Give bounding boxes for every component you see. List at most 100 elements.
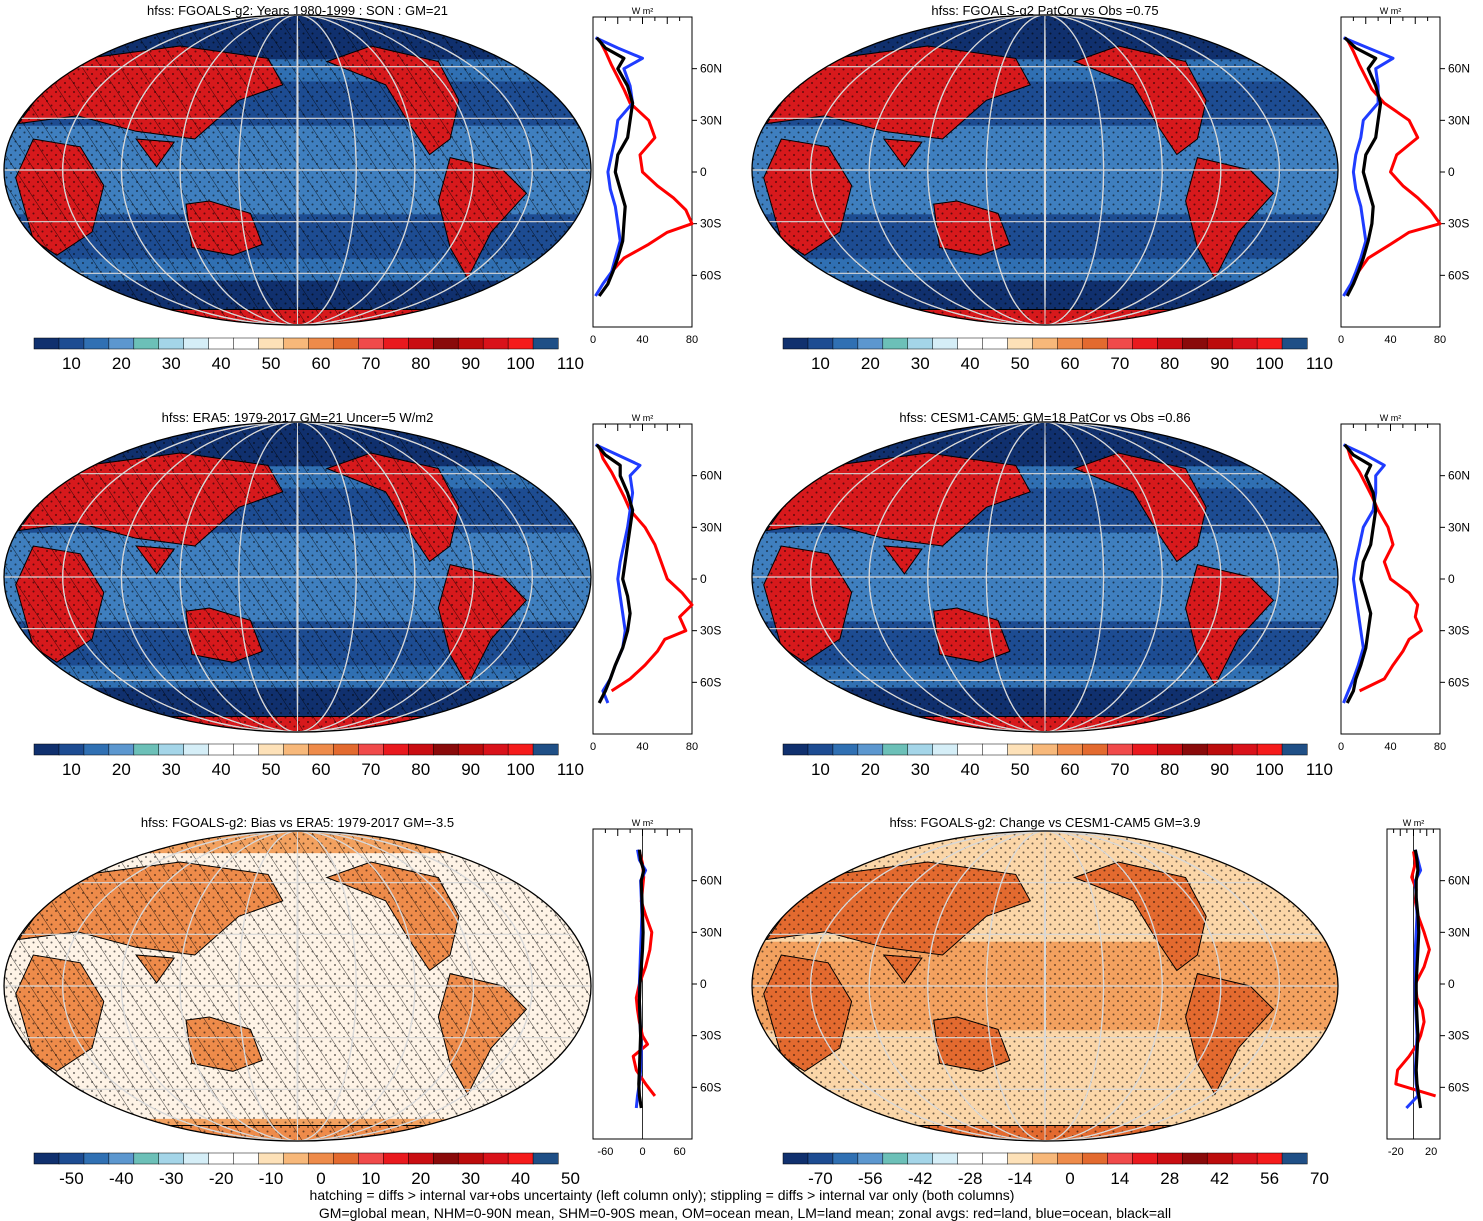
colorbar-label: 10: [361, 1169, 380, 1188]
colorbar-swatch: [882, 1152, 909, 1165]
zonal-x-label: 0: [639, 1146, 645, 1158]
colorbar-swatch: [907, 743, 934, 756]
meridian: [1043, 830, 1047, 1142]
colorbar-swatch: [907, 337, 934, 350]
colorbar-label: 50: [561, 1169, 580, 1188]
map-outline: [3, 421, 592, 733]
map-outline: [751, 421, 1339, 733]
colorbar-swatch: [1206, 337, 1233, 350]
colorbar-swatch: [383, 743, 409, 756]
colorbar-label: 70: [1310, 1169, 1329, 1188]
panel-1: hfss: FGOALS-g2 PatCor vs Obs =0.75 10 20…: [751, 3, 1470, 373]
colorbar-swatch: [1082, 1152, 1108, 1165]
colorbar-swatch: [358, 337, 384, 350]
zonal-plot: W m² 60N 30N 0 30S 60S -60 0 60: [592, 818, 722, 1158]
colorbar-swatch: [1032, 337, 1059, 350]
colorbar-label: 0: [316, 1169, 325, 1188]
colorbar-swatch: [133, 1152, 160, 1165]
zonal-lat-label: 60N: [1448, 874, 1470, 888]
colorbar-swatch: [1256, 743, 1283, 756]
zonal-lat-label: 30N: [700, 113, 722, 127]
zonal-lat-label: 30N: [700, 925, 722, 939]
colorbar-swatch: [258, 743, 285, 756]
colorbar-swatch: [33, 743, 60, 756]
colorbar-swatch: [1181, 337, 1208, 350]
colorbar-label: 80: [411, 354, 430, 373]
zonal-unit: W m²: [1380, 6, 1402, 16]
zonal-x-label: 60: [674, 1146, 686, 1158]
colorbar: -70 -56 -42 -28 -14 0 14 28 42 56 70: [782, 1152, 1329, 1188]
colorbar-swatch: [1281, 337, 1308, 350]
colorbar-swatch: [383, 337, 409, 350]
colorbar-swatch: [283, 743, 310, 756]
colorbar-label: -40: [109, 1169, 134, 1188]
zonal-lat-label: 30N: [1448, 925, 1470, 939]
colorbar-swatch: [1007, 743, 1034, 756]
zonal-x-label: -20: [1388, 1146, 1404, 1158]
colorbar-swatch: [1132, 1152, 1158, 1165]
zonal-x-label: 40: [1384, 741, 1396, 753]
colorbar-swatch: [208, 1152, 235, 1165]
colorbar-swatch: [1057, 743, 1083, 756]
colorbar-swatch: [1256, 337, 1283, 350]
colorbar-swatch: [832, 1152, 859, 1165]
colorbar-swatch: [158, 1152, 185, 1165]
zonal-line-ocean: [1342, 36, 1395, 297]
colorbar-label: 100: [506, 354, 534, 373]
zonal-line-all: [595, 36, 635, 297]
colorbar-swatch: [1132, 337, 1158, 350]
colorbar-swatch: [957, 743, 984, 756]
colorbar-swatch: [358, 1152, 384, 1165]
colorbar-label: 100: [506, 760, 534, 779]
colorbar-swatch: [108, 743, 135, 756]
colorbar: 10 20 30 40 50 60 70 80 90 100 110: [33, 743, 584, 779]
colorbar-swatch: [183, 1152, 210, 1165]
colorbar-label: 10: [811, 354, 830, 373]
zonal-lat-label: 60S: [1448, 1080, 1469, 1094]
colorbar-swatch: [1206, 1152, 1233, 1165]
colorbar-label: 50: [262, 760, 281, 779]
colorbar-label: 42: [1210, 1169, 1229, 1188]
colorbar-label: 0: [1065, 1169, 1074, 1188]
colorbar-label: -20: [209, 1169, 234, 1188]
zonal-lat-label: 30N: [1448, 113, 1470, 127]
colorbar-swatch: [882, 337, 909, 350]
meridian: [296, 14, 299, 326]
zonal-line-land: [597, 445, 694, 693]
colorbar-label: -50: [59, 1169, 84, 1188]
colorbar-label: 100: [1255, 354, 1283, 373]
zonal-lat-label: 30S: [1448, 1029, 1469, 1043]
colorbar-label: -10: [259, 1169, 284, 1188]
colorbar-swatch: [932, 337, 959, 350]
zonal-line-land: [1345, 38, 1442, 285]
zonal-unit: W m²: [632, 818, 654, 828]
panel-title: hfss: FGOALS-g2: Years 1980-1999 : SON :…: [147, 3, 448, 18]
colorbar-swatch: [133, 337, 160, 350]
colorbar-swatch: [1281, 743, 1308, 756]
colorbar-label: 60: [1060, 354, 1079, 373]
colorbar-label: 90: [1210, 760, 1229, 779]
colorbar-label: 80: [1160, 760, 1179, 779]
colorbar-swatch: [1206, 743, 1233, 756]
colorbar-swatch: [258, 1152, 285, 1165]
zonal-lat-label: 60N: [700, 874, 722, 888]
zonal-plot: W m² 60N 30N 0 30S 60S -20 20: [1386, 818, 1470, 1158]
colorbar: 10 20 30 40 50 60 70 80 90 100 110: [782, 337, 1333, 373]
panel-5: hfss: FGOALS-g2: Change vs CESM1-CAM5 GM…: [751, 815, 1470, 1188]
zonal-line-ocean: [594, 36, 644, 297]
colorbar-swatch: [283, 337, 310, 350]
colorbar-swatch: [1231, 743, 1258, 756]
colorbar-label: 110: [557, 354, 584, 373]
colorbar-swatch: [183, 743, 210, 756]
colorbar-label: 110: [1306, 354, 1333, 373]
colorbar-swatch: [83, 1152, 110, 1165]
meridian: [1043, 421, 1047, 733]
colorbar-swatch: [882, 743, 909, 756]
zonal-lat-label: 30S: [700, 217, 721, 231]
zonal-lat-label: 0: [700, 572, 707, 586]
colorbar-label: 60: [1060, 760, 1079, 779]
colorbar-label: 10: [62, 760, 81, 779]
colorbar-swatch: [408, 743, 434, 756]
colorbar-swatch: [108, 337, 135, 350]
zonal-x-label: 40: [1384, 334, 1396, 346]
